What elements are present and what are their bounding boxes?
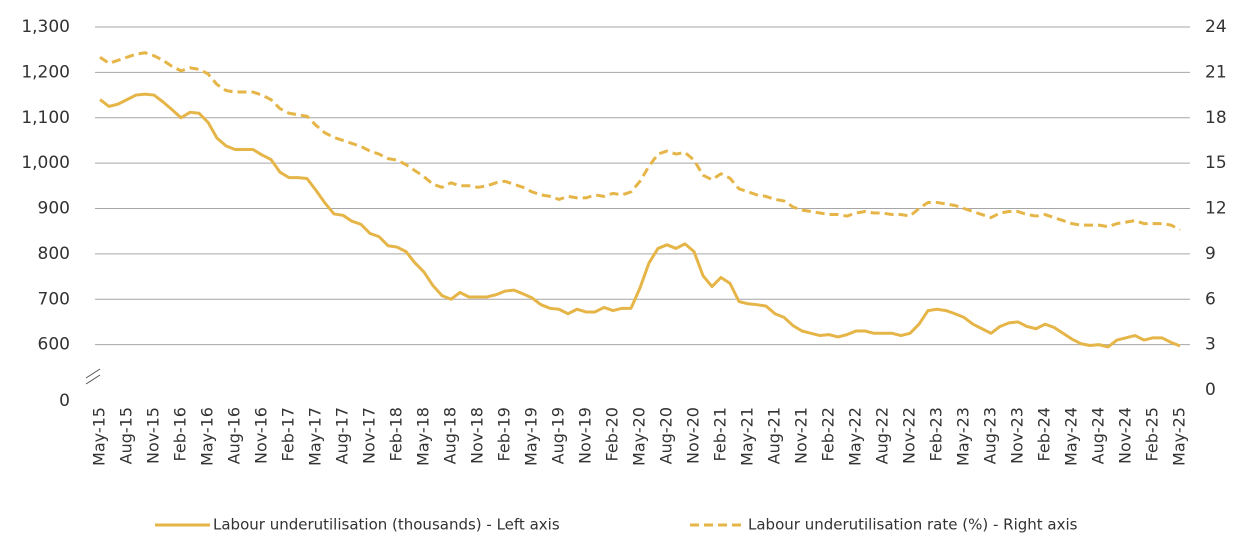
- x-tick-label: Nov-23: [1008, 407, 1027, 464]
- x-tick-label: May-17: [306, 407, 325, 466]
- x-tick-label: Feb-23: [927, 407, 946, 461]
- x-tick-label: Feb-20: [603, 407, 622, 461]
- x-tick-label: Aug-19: [549, 407, 568, 464]
- x-tick-label: Aug-22: [873, 407, 892, 464]
- x-tick-label: May-24: [1062, 407, 1081, 466]
- y2-tick-label: 12: [1205, 199, 1227, 219]
- x-tick-label: Nov-18: [468, 407, 487, 464]
- x-tick-label: May-18: [414, 407, 433, 466]
- x-tick-label: Aug-15: [117, 407, 136, 464]
- series-line: [99, 51, 1181, 232]
- x-tick-label: Nov-21: [792, 407, 811, 464]
- axis-break: [85, 374, 101, 385]
- x-tick-label: Aug-21: [765, 407, 784, 464]
- y-tick-label: 900: [38, 199, 70, 219]
- x-tick-label: Feb-18: [387, 407, 406, 461]
- legend-label: Labour underutilisation rate (%) - Right…: [748, 516, 1078, 534]
- x-tick-label: May-20: [630, 407, 649, 466]
- y-tick-label: 700: [38, 289, 70, 309]
- y-tick-label: 600: [38, 335, 70, 355]
- x-tick-label: May-23: [954, 407, 973, 466]
- x-tick-label: Aug-20: [657, 407, 676, 464]
- x-tick-label: May-22: [846, 407, 865, 466]
- y2-tick-label: 21: [1205, 62, 1227, 82]
- x-tick-label: Aug-18: [441, 407, 460, 464]
- y2-tick-label: 18: [1205, 108, 1227, 128]
- y2-tick-label: 0: [1205, 380, 1216, 400]
- y2-tick-label: 9: [1205, 244, 1216, 264]
- y2-tick-label: 6: [1205, 289, 1216, 309]
- y2-tick-label: 3: [1205, 335, 1216, 355]
- x-tick-label: Feb-22: [819, 407, 838, 461]
- x-tick-label: May-25: [1170, 407, 1189, 466]
- x-tick-label: Aug-16: [225, 407, 244, 464]
- x-tick-label: Nov-19: [576, 407, 595, 464]
- x-tick-label: May-21: [738, 407, 757, 466]
- x-tick-label: Aug-24: [1089, 407, 1108, 464]
- x-tick-label: Feb-19: [495, 407, 514, 461]
- legend-label: Labour underutilisation (thousands) - Le…: [213, 516, 560, 534]
- x-tick-label: Feb-25: [1143, 407, 1162, 461]
- x-tick-label: Nov-17: [360, 407, 379, 464]
- x-tick-label: Feb-16: [171, 407, 190, 461]
- y-tick-label: 1,000: [21, 153, 70, 173]
- y-tick-label: 1,300: [21, 17, 70, 37]
- x-tick-label: Feb-21: [711, 407, 730, 461]
- x-tick-label: Aug-17: [333, 407, 352, 464]
- x-tick-label: Feb-24: [1035, 407, 1054, 461]
- axis-break: [85, 368, 101, 379]
- x-tick-label: Feb-17: [279, 407, 298, 461]
- y-tick-label: 1,100: [21, 108, 70, 128]
- x-tick-label: Nov-15: [144, 407, 163, 464]
- y2-tick-label: 24: [1205, 17, 1227, 37]
- x-tick-label: Nov-16: [252, 407, 271, 464]
- x-tick-label: Aug-23: [981, 407, 1000, 464]
- x-tick-label: Nov-20: [684, 407, 703, 464]
- x-tick-label: Nov-24: [1116, 407, 1135, 464]
- axis-break-label: 0: [59, 391, 70, 411]
- y2-tick-label: 15: [1205, 153, 1227, 173]
- x-tick-label: Nov-22: [900, 407, 919, 464]
- x-tick-label: May-19: [522, 407, 541, 466]
- y-tick-label: 800: [38, 244, 70, 264]
- y-tick-label: 1,200: [21, 62, 70, 82]
- x-tick-label: May-15: [90, 407, 109, 466]
- series-line: [99, 92, 1181, 349]
- x-tick-label: May-16: [198, 407, 217, 466]
